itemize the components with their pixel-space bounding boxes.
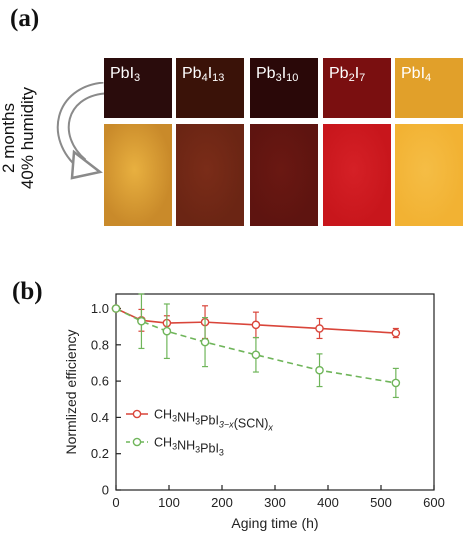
y-tick-label: 1.0 bbox=[91, 301, 109, 316]
efficiency-chart: 0 100 200 300 400 500 600 0 0.2 0.4 0.6 0.8 1.0 Aging… bbox=[63, 293, 445, 531]
film-before-1 bbox=[104, 58, 172, 118]
data-point bbox=[162, 326, 172, 336]
film-before-2 bbox=[176, 58, 244, 118]
data-point bbox=[391, 378, 401, 388]
y-tick-label: 0.8 bbox=[91, 337, 109, 352]
film-after-1 bbox=[104, 124, 172, 226]
legend-text-part: PbI bbox=[200, 442, 219, 456]
data-point bbox=[251, 320, 261, 330]
film-label-5: PbI4 bbox=[401, 65, 432, 84]
data-point bbox=[137, 316, 146, 326]
panel-a-label: (a) bbox=[10, 5, 40, 32]
film-label-2: Pb4I13 bbox=[182, 65, 225, 84]
legend-text-part: CH bbox=[154, 408, 172, 422]
y-tick-label: 0.2 bbox=[91, 446, 109, 461]
data-point bbox=[391, 328, 401, 338]
legend-subscript: x bbox=[267, 423, 273, 433]
film-label-base: PbI bbox=[401, 65, 426, 82]
aging-arrow-icon bbox=[56, 82, 106, 180]
film-label-3: Pb3I10 bbox=[256, 65, 299, 84]
data-point bbox=[251, 350, 261, 360]
film-label-sub2: 10 bbox=[286, 72, 299, 84]
panel-b-label: (b) bbox=[12, 278, 43, 305]
film-label-base: PbI bbox=[110, 65, 135, 82]
film-after-4 bbox=[323, 124, 391, 226]
film-label-base: Pb bbox=[329, 65, 349, 82]
y-axis-label: Normlized efficiency bbox=[63, 329, 79, 454]
legend-text-part: NH bbox=[177, 439, 195, 453]
x-tick-label: 300 bbox=[264, 495, 286, 510]
film-label-sub: 2 bbox=[348, 72, 355, 84]
legend-text-part: CH bbox=[154, 436, 172, 450]
legend-text-part: PbI bbox=[200, 414, 219, 428]
legend-marker-1 bbox=[132, 409, 142, 419]
x-tick-label: 0 bbox=[112, 495, 119, 510]
x-tick-label: 100 bbox=[158, 495, 180, 510]
film-label-tail: I bbox=[281, 65, 287, 82]
film-label-tail: I bbox=[354, 65, 360, 82]
film-photo-grid: PbI3 Pb4I13 Pb3I10 Pb2I7 PbI4 bbox=[0, 0, 470, 240]
legend-subscript: 3 bbox=[172, 414, 177, 424]
y-tick-label: 0 bbox=[102, 483, 109, 498]
legend-text-part: (SCN) bbox=[234, 417, 269, 431]
film-label-4: Pb2I7 bbox=[329, 65, 366, 84]
film-before-3 bbox=[250, 58, 318, 118]
film-before-5 bbox=[395, 58, 463, 118]
film-label-sub: 3 bbox=[134, 72, 141, 84]
legend-subscript: 3 bbox=[195, 417, 200, 427]
legend-subscript: 3 bbox=[172, 442, 177, 452]
film-label-sub2: 7 bbox=[359, 72, 366, 84]
film-label-sub: 3 bbox=[275, 72, 282, 84]
legend-label-2: CH3NH3PbI3 bbox=[154, 436, 224, 458]
y-tick-label: 0.6 bbox=[91, 374, 109, 389]
legend-label-1: CH3NH3PbI3−x(SCN)x bbox=[154, 408, 273, 433]
film-after-3 bbox=[250, 124, 318, 226]
legend-subscript: 3 bbox=[195, 445, 200, 455]
film-label-sub: 4 bbox=[425, 72, 432, 84]
legend-marker-2 bbox=[132, 437, 142, 447]
film-before-4 bbox=[323, 58, 391, 118]
film-after-5 bbox=[395, 124, 463, 226]
film-label-sub2: 13 bbox=[212, 72, 225, 84]
y-tick-label: 0.4 bbox=[91, 410, 109, 425]
x-tick-label: 600 bbox=[423, 495, 445, 510]
data-point bbox=[315, 365, 324, 375]
film-label-base: Pb bbox=[182, 65, 202, 82]
legend-text-part: NH bbox=[177, 411, 195, 425]
film-label-tail: I bbox=[207, 65, 213, 82]
film-after-2 bbox=[176, 124, 244, 226]
x-tick-label: 200 bbox=[211, 495, 233, 510]
legend-subscript: 3−x bbox=[219, 420, 234, 430]
legend-subscript: 3 bbox=[219, 448, 224, 458]
x-tick-label: 400 bbox=[317, 495, 339, 510]
data-point bbox=[315, 324, 324, 333]
x-axis-label: Aging time (h) bbox=[231, 515, 318, 531]
data-point bbox=[111, 304, 121, 313]
data-point bbox=[200, 337, 210, 347]
film-label-base: Pb bbox=[256, 65, 276, 82]
film-label-1: PbI3 bbox=[110, 65, 141, 84]
film-label-sub: 4 bbox=[201, 72, 208, 84]
x-tick-label: 500 bbox=[370, 495, 392, 510]
